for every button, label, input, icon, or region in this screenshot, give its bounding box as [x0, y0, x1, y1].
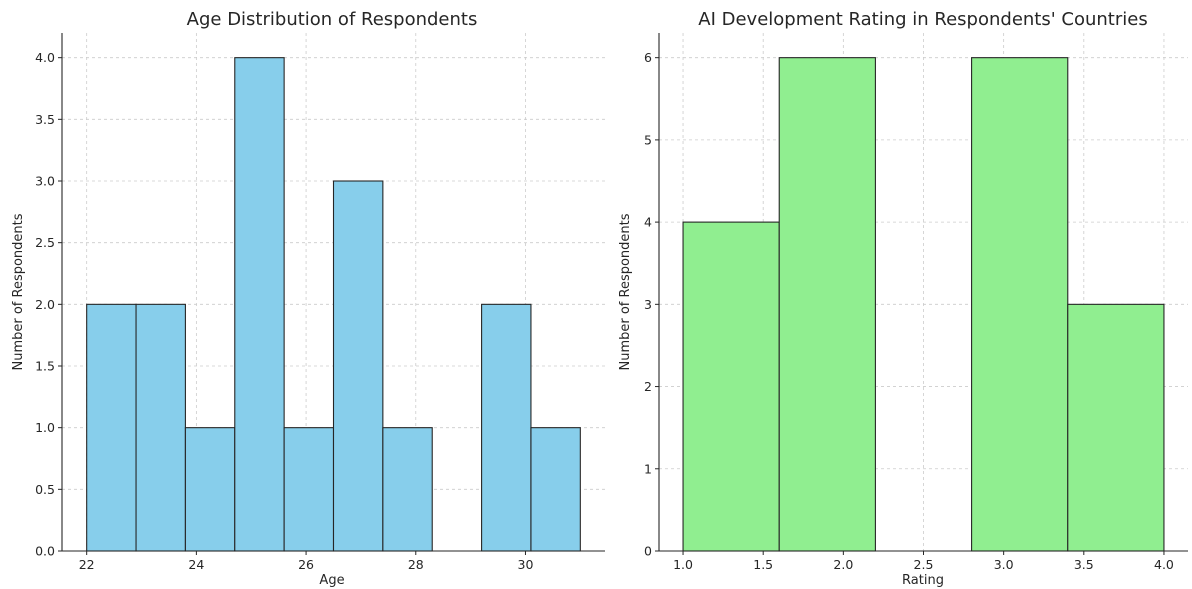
y-tick-label: 2: [644, 379, 652, 394]
chart-title: Age Distribution of Respondents: [187, 9, 478, 30]
y-tick-label: 0.5: [35, 482, 55, 497]
y-axis-label: Number of Respondents: [11, 213, 26, 370]
histogram-bar: [234, 57, 285, 552]
y-tick-label: 1.5: [35, 359, 55, 374]
y-tick-label: 1: [644, 461, 652, 476]
histogram-bar: [184, 427, 236, 552]
x-tick-label: 26: [298, 557, 314, 572]
x-tick-label: 24: [188, 557, 204, 572]
histogram-bar: [971, 57, 1069, 552]
x-tick-label: 22: [79, 557, 95, 572]
y-tick-label: 3.0: [35, 174, 55, 189]
y-tick-label: 2.5: [35, 235, 55, 250]
histogram-bar: [530, 427, 581, 552]
histogram-bar: [283, 427, 335, 552]
y-tick-label: 3: [644, 297, 652, 312]
y-tick-label: 4: [644, 215, 652, 230]
x-tick-label: 4.0: [1154, 557, 1174, 572]
y-tick-label: 0: [644, 544, 652, 559]
x-tick-label: 28: [408, 557, 424, 572]
histogram-bar: [382, 427, 433, 552]
x-tick-label: 30: [518, 557, 534, 572]
histogram-bar: [481, 303, 532, 552]
histogram-bar: [86, 303, 137, 552]
x-axis-label: Rating: [902, 573, 944, 588]
histogram-bar: [1067, 303, 1165, 552]
x-tick-label: 1.5: [753, 557, 773, 572]
histogram-bar: [778, 57, 876, 552]
x-tick-label: 3.0: [994, 557, 1014, 572]
plot-area: 22 24 26 28 30 0.0 0.5 1.0 1.5 2.0 2.5 3.0 3.5 4.0: [35, 33, 605, 572]
age-distribution-chart: 22 24 26 28 30 0.0 0.5 1.0 1.5 2.0 2.5 3.0 3.5 4.0 Ag…: [11, 9, 605, 588]
x-tick-label: 3.5: [1074, 557, 1094, 572]
chart-title: AI Development Rating in Respondents' Co…: [698, 9, 1147, 30]
histogram-bar: [135, 303, 186, 552]
x-tick-label: 2.5: [914, 557, 934, 572]
y-tick-label: 5: [644, 132, 652, 147]
y-tick-label: 0.0: [35, 544, 55, 559]
y-tick-label: 6: [644, 50, 652, 65]
y-tick-label: 3.5: [35, 112, 55, 127]
x-tick-label: 1.0: [673, 557, 693, 572]
x-tick-label: 2.0: [833, 557, 853, 572]
x-axis-label: Age: [319, 573, 344, 588]
y-axis-label: Number of Respondents: [618, 213, 633, 370]
plot-area: 1.0 1.5 2.0 2.5 3.0 3.5 4.0 0 1 2 3 4 5 6: [644, 33, 1188, 572]
y-tick-label: 1.0: [35, 420, 55, 435]
histogram-bar: [332, 180, 384, 552]
y-tick-label: 4.0: [35, 50, 55, 65]
histogram-bar: [682, 221, 780, 552]
y-tick-label: 2.0: [35, 297, 55, 312]
ai-rating-chart: 1.0 1.5 2.0 2.5 3.0 3.5 4.0 0 1 2 3 4 5 6 AI Developm…: [618, 9, 1188, 588]
